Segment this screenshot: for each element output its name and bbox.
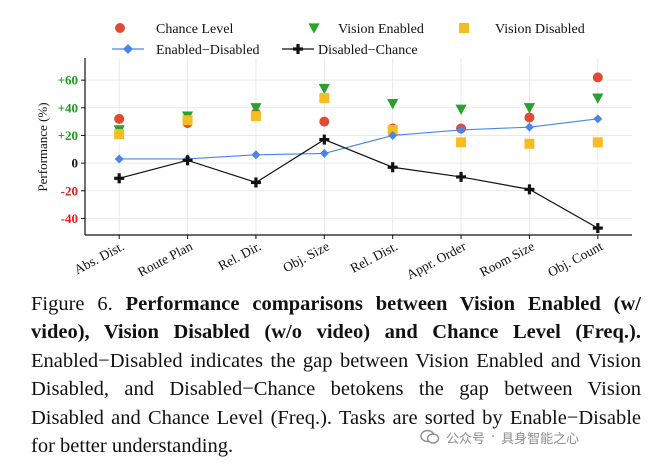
data-point-disabled-chance <box>182 155 193 166</box>
plus-v <box>459 171 463 182</box>
data-point-vision-disabled <box>250 111 261 122</box>
data-point-vision-disabled <box>114 129 125 140</box>
watermark: 公众号 · 具身智能之心 <box>420 426 579 448</box>
data-point-vision-disabled <box>319 93 330 104</box>
watermark-account: 公众号 <box>446 431 486 447</box>
data-point-enabled-disabled <box>319 148 329 158</box>
watermark-separator: · <box>491 429 496 445</box>
caption-body: Enabled−Disabled indicates the gap betwe… <box>31 349 641 458</box>
data-point-vision-disabled <box>524 138 535 149</box>
data-point-vision-disabled <box>456 137 467 148</box>
axes: +60 +40 +20 0 -20 -40 Performance (%) Abs. Dist… <box>35 58 632 282</box>
legend-item-disabled-chance: Disabled−Chance <box>282 43 418 58</box>
data-point-vision-disabled <box>387 124 398 135</box>
series-disabled-chance <box>114 134 603 234</box>
y-tick-label: -40 <box>61 211 78 226</box>
data-point-chance-level <box>524 112 535 123</box>
data-point-enabled-disabled <box>388 130 398 140</box>
caption-title: Performance comparisons between Vision E… <box>31 293 641 344</box>
legend-item-vision-disabled: Vision Disabled <box>459 22 585 37</box>
y-tick-label: +20 <box>58 128 78 143</box>
legend-label: Vision Enabled <box>338 22 424 37</box>
plus-v <box>391 162 395 173</box>
plus-v <box>322 134 326 145</box>
caption-prefix: Figure 6. <box>31 293 113 315</box>
y-tick-label: +40 <box>58 100 78 115</box>
x-tick-label: Abs. Dist. <box>72 238 127 277</box>
plus-v <box>117 173 121 184</box>
data-point-disabled-chance <box>319 134 330 145</box>
grid <box>85 58 632 235</box>
data-point-vision-enabled <box>387 99 399 110</box>
series-line-disabled-chance <box>119 138 599 229</box>
plus-v <box>254 177 258 188</box>
chart: Chance Level Vision Enabled Vision Disable… <box>35 22 632 282</box>
legend-marker <box>459 23 469 33</box>
legend: Chance Level Vision Enabled Vision Disable… <box>112 22 585 58</box>
legend-label: Disabled−Chance <box>318 43 418 58</box>
plus-v <box>185 155 190 166</box>
data-point-vision-disabled <box>182 115 193 126</box>
plus-v <box>596 223 600 234</box>
watermark-name: 具身智能之心 <box>501 431 580 447</box>
series-line-enabled-disabled <box>119 118 598 160</box>
y-axis-label: Performance (%) <box>35 102 50 191</box>
data-point-vision-enabled <box>523 103 536 114</box>
x-tick-label: Rel. Dist. <box>348 238 400 275</box>
data-point-vision-enabled <box>455 104 467 115</box>
data-point-vision-enabled <box>250 103 262 114</box>
x-tick-label: Rel. Dir. <box>216 238 264 273</box>
data-point-vision-disabled <box>592 137 603 148</box>
data-point-chance-level <box>114 113 125 124</box>
x-tick-label: Appr. Order <box>404 238 469 282</box>
y-tick-label: +60 <box>58 73 78 88</box>
data-point-disabled-chance <box>524 184 535 195</box>
y-tick-label: 0 <box>72 156 79 171</box>
legend-marker <box>293 44 303 54</box>
legend-label: Vision Disabled <box>495 22 585 37</box>
legend-label: Enabled−Disabled <box>156 43 260 58</box>
data-point-enabled-disabled <box>524 122 534 132</box>
data-point-enabled-disabled <box>456 125 466 135</box>
legend-marker <box>123 44 133 54</box>
data-point-disabled-chance <box>114 173 125 184</box>
data-point-disabled-chance <box>250 177 261 188</box>
legend-item-vision-enabled: Vision Enabled <box>308 22 424 37</box>
data-point-vision-enabled <box>318 83 330 95</box>
plus-v <box>527 184 532 195</box>
legend-label: Chance Level <box>156 22 233 37</box>
data-point-enabled-disabled <box>251 150 261 160</box>
plus-v <box>296 44 300 54</box>
data-point-disabled-chance <box>456 171 467 182</box>
x-tick-label: Obj. Size <box>280 238 331 275</box>
data-point-chance-level <box>592 72 603 83</box>
x-tick-label: Route Plan <box>135 238 195 279</box>
x-tick-label: Room Size <box>477 238 537 279</box>
legend-marker <box>115 23 125 33</box>
series-vision-disabled <box>114 93 603 149</box>
data-point-disabled-chance <box>592 223 603 234</box>
data-point-enabled-disabled <box>593 114 603 124</box>
wechat-icon <box>420 429 440 444</box>
x-tick-label: Obj. Count <box>545 238 605 280</box>
data-point-disabled-chance <box>387 162 398 173</box>
legend-item-enabled-disabled: Enabled−Disabled <box>112 43 260 58</box>
legend-item-chance-level: Chance Level <box>115 22 233 37</box>
data-point-vision-enabled <box>592 93 604 104</box>
data-point-chance-level <box>319 116 330 127</box>
plot-area <box>113 72 604 234</box>
legend-marker <box>308 23 320 34</box>
y-tick-label: -20 <box>61 183 78 198</box>
data-point-enabled-disabled <box>114 154 124 164</box>
figure-caption: Figure 6. Performance comparisons betwee… <box>31 290 641 460</box>
